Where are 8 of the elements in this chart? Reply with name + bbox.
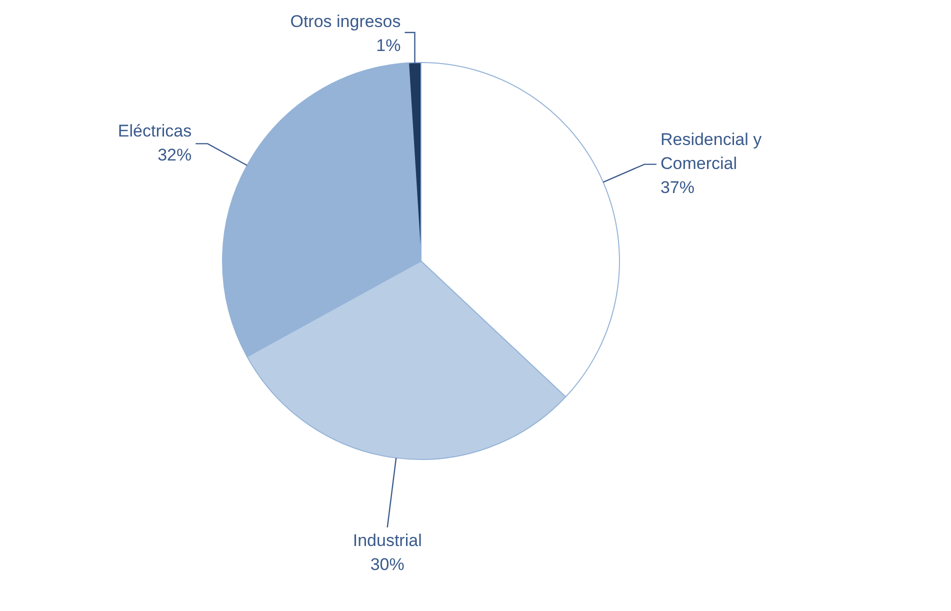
slice-label: Industrial — [352, 531, 422, 550]
data-label: 30% — [370, 555, 404, 574]
data-label: 37% — [660, 178, 695, 197]
slice-label: Eléctricas — [118, 121, 192, 140]
data-label: 32% — [158, 145, 192, 164]
slice-label: Otros ingresos — [290, 12, 401, 32]
data-label: 1% — [376, 36, 401, 56]
slice-label: Residencial y Comercial — [660, 130, 762, 173]
